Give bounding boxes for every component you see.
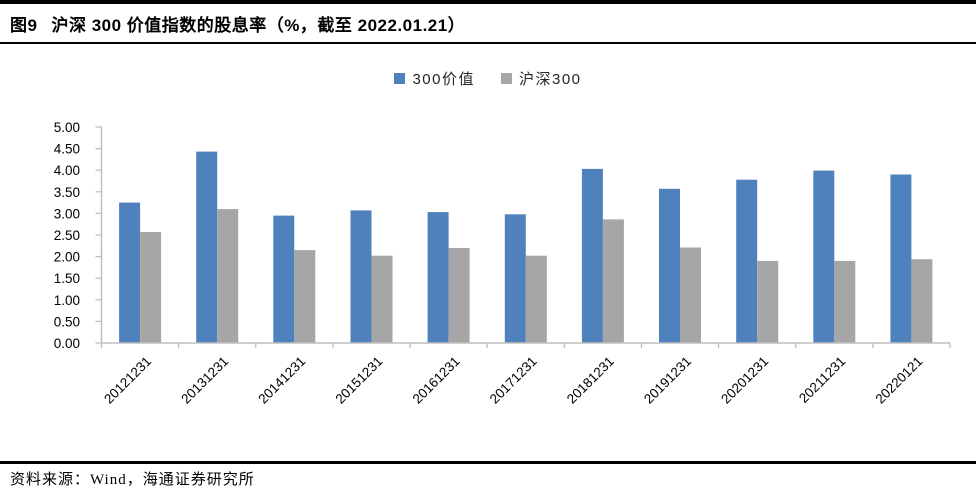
- figure-title-text: 沪深 300 价值指数的股息率（%，截至 2022.01.21）: [51, 16, 466, 35]
- x-tick-label: 20220121: [872, 354, 925, 407]
- bar-hs300-20201231: [757, 260, 779, 343]
- x-tick-label: 20211231: [796, 354, 848, 406]
- y-tick-label: 1.00: [54, 293, 80, 308]
- y-tick-label: 3.50: [54, 185, 80, 200]
- bar-300value-20161231: [427, 212, 449, 343]
- bar-chart: 0.00 0.50 1.00 1.50 2.00 2.50 3.00 3.50 4.00 4.50…: [54, 120, 951, 407]
- y-tick-label: 3.00: [54, 206, 80, 221]
- x-tick-label: 20141231: [255, 354, 308, 407]
- bar-300value-20211231: [813, 170, 835, 343]
- y-tick-label: 5.00: [54, 120, 80, 135]
- bar-hs300-20161231: [448, 248, 470, 343]
- legend-item-300value: 300价值: [394, 68, 475, 89]
- x-tick-label: 20151231: [333, 354, 386, 407]
- y-tick-label: 0.00: [54, 336, 80, 351]
- footer-divider-rule: [0, 461, 976, 464]
- y-tick-label: 0.50: [54, 314, 80, 329]
- figure-number-label: 图9: [10, 16, 38, 35]
- bar-hs300-20121231: [140, 232, 162, 343]
- source-note: 资料来源：Wind，海通证券研究所: [10, 472, 255, 488]
- legend-label-hs300: 沪深300: [519, 71, 582, 88]
- y-tick-label: 2.50: [54, 228, 80, 243]
- bar-300value-20201231: [736, 179, 758, 343]
- figure-title: 图9 沪深 300 价值指数的股息率（%，截至 2022.01.21）: [10, 11, 966, 36]
- bar-300value-20141231: [273, 215, 295, 343]
- legend-swatch-300value-icon: [394, 73, 406, 84]
- legend-label-300value: 300价值: [412, 71, 475, 88]
- bar-hs300-20211231: [834, 260, 856, 343]
- x-tick-label: 20191231: [641, 354, 694, 407]
- chart-area: 300价值 沪深300 0.00 0.50 1.00 1.50 2.00 2.50 3.00…: [0, 44, 976, 456]
- x-tick-label: 20201231: [718, 354, 771, 407]
- bar-hs300-20191231: [680, 247, 701, 343]
- x-tick-label: 20171231: [487, 354, 540, 407]
- bar-hs300-20220121: [911, 259, 933, 343]
- bar-300value-20181231: [581, 168, 603, 343]
- bar-hs300-20151231: [371, 255, 393, 343]
- bar-hs300-20181231: [602, 219, 624, 343]
- y-tick-label: 4.50: [54, 142, 80, 157]
- bar-300value-20191231: [659, 188, 680, 343]
- bar-300value-20131231: [196, 151, 218, 343]
- legend-item-hs300: 沪深300: [501, 68, 582, 89]
- y-tick-label: 2.00: [54, 250, 80, 265]
- bar-hs300-20131231: [217, 209, 239, 343]
- y-tick-label: 1.50: [54, 271, 80, 286]
- bar-hs300-20141231: [294, 250, 316, 343]
- x-tick-label: 20181231: [564, 354, 617, 407]
- bar-300value-20151231: [350, 210, 372, 343]
- bar-300value-20121231: [119, 202, 141, 343]
- bar-300value-20220121: [890, 174, 912, 343]
- bar-300value-20171231: [504, 214, 526, 343]
- x-tick-label: 20161231: [410, 354, 463, 407]
- legend-swatch-hs300-icon: [501, 73, 512, 84]
- chart-legend: 300价值 沪深300: [0, 68, 976, 89]
- bar-hs300-20171231: [525, 255, 547, 343]
- y-tick-label: 4.00: [54, 163, 80, 178]
- x-tick-label: 20131231: [178, 354, 231, 407]
- top-border-rule: [0, 0, 976, 4]
- title-divider-rule: [0, 42, 976, 44]
- x-tick-label: 20121231: [101, 354, 154, 407]
